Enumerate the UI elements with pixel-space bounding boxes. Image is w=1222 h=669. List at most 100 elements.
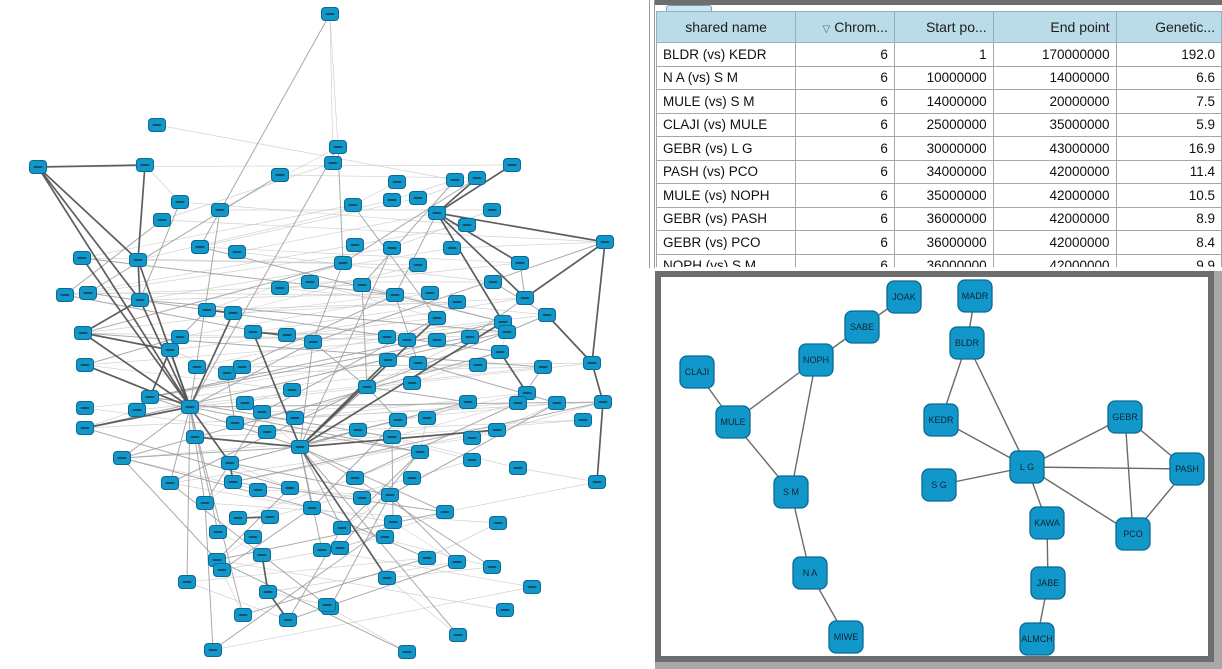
table-cell[interactable]: BLDR (vs) KEDR bbox=[655, 42, 797, 67]
network-node[interactable] bbox=[403, 376, 421, 390]
network-node[interactable] bbox=[191, 240, 209, 254]
network-node[interactable] bbox=[178, 575, 196, 589]
table-cell[interactable]: 25000000 bbox=[893, 112, 994, 137]
network-node[interactable] bbox=[181, 400, 199, 414]
network-node[interactable] bbox=[384, 515, 402, 529]
column-header-3[interactable]: End point bbox=[992, 11, 1117, 43]
network-node[interactable] bbox=[331, 541, 349, 555]
network-node[interactable] bbox=[443, 241, 461, 255]
node-n-a[interactable]: N A bbox=[792, 556, 828, 590]
network-node[interactable] bbox=[459, 395, 477, 409]
network-node[interactable] bbox=[509, 396, 527, 410]
table-row[interactable]: MULE (vs) NOPH 6 35000000 42000000 10.5 bbox=[655, 183, 1222, 208]
network-node[interactable] bbox=[259, 585, 277, 599]
table-cell[interactable]: 43000000 bbox=[992, 136, 1117, 161]
table-cell[interactable]: 6 bbox=[795, 230, 895, 255]
table-cell[interactable]: CLAJI (vs) MULE bbox=[655, 112, 797, 137]
table-cell[interactable]: GEBR (vs) L G bbox=[655, 136, 797, 161]
network-node[interactable] bbox=[461, 330, 479, 344]
network-node[interactable] bbox=[253, 405, 271, 419]
network-node[interactable] bbox=[234, 608, 252, 622]
network-node[interactable] bbox=[76, 401, 94, 415]
network-node[interactable] bbox=[281, 481, 299, 495]
network-node[interactable] bbox=[113, 451, 131, 465]
column-header-4[interactable]: Genetic... bbox=[1115, 11, 1222, 43]
table-cell[interactable]: 6 bbox=[795, 183, 895, 208]
network-node[interactable] bbox=[236, 396, 254, 410]
table-cell[interactable]: 6 bbox=[795, 89, 895, 114]
table-row[interactable]: BLDR (vs) KEDR 6 1 170000000 192.0 bbox=[655, 42, 1222, 67]
node-sabe[interactable]: SABE bbox=[844, 310, 880, 344]
network-node[interactable] bbox=[463, 453, 481, 467]
network-node[interactable] bbox=[409, 191, 427, 205]
network-node[interactable] bbox=[538, 308, 556, 322]
small-network-canvas[interactable]: JOAK MADR SABE BLDR NOPH CLAJI KEDR GEBR MULE L G… bbox=[655, 271, 1214, 662]
network-node[interactable] bbox=[349, 423, 367, 437]
table-cell[interactable]: 20000000 bbox=[992, 89, 1117, 114]
network-node[interactable] bbox=[381, 488, 399, 502]
table-cell[interactable]: 11.4 bbox=[1115, 159, 1222, 184]
network-node[interactable] bbox=[148, 118, 166, 132]
network-node[interactable] bbox=[468, 171, 486, 185]
network-node[interactable] bbox=[141, 390, 159, 404]
network-node[interactable] bbox=[386, 288, 404, 302]
network-node[interactable] bbox=[483, 203, 501, 217]
node-almch[interactable]: ALMCH bbox=[1019, 622, 1055, 656]
table-cell[interactable]: MULE (vs) S M bbox=[655, 89, 797, 114]
table-cell[interactable]: 42000000 bbox=[992, 206, 1117, 231]
network-node[interactable] bbox=[313, 543, 331, 557]
table-cell[interactable]: 5.9 bbox=[1115, 112, 1222, 137]
network-node[interactable] bbox=[329, 140, 347, 154]
node-s-g[interactable]: S G bbox=[921, 468, 957, 502]
table-cell[interactable]: 8.9 bbox=[1115, 206, 1222, 231]
network-node[interactable] bbox=[378, 571, 396, 585]
network-node[interactable] bbox=[409, 258, 427, 272]
network-node[interactable] bbox=[253, 548, 271, 562]
node-gebr[interactable]: GEBR bbox=[1107, 400, 1143, 434]
table-row[interactable]: MULE (vs) S M 6 14000000 20000000 7.5 bbox=[655, 89, 1222, 114]
network-node[interactable] bbox=[73, 251, 91, 265]
network-node[interactable] bbox=[428, 333, 446, 347]
node-l-g[interactable]: L G bbox=[1009, 450, 1045, 484]
network-node[interactable] bbox=[204, 643, 222, 657]
network-node[interactable] bbox=[279, 613, 297, 627]
network-node[interactable] bbox=[244, 530, 262, 544]
network-node[interactable] bbox=[129, 253, 147, 267]
network-node[interactable] bbox=[224, 306, 242, 320]
network-node[interactable] bbox=[463, 431, 481, 445]
node-pash[interactable]: PASH bbox=[1169, 452, 1205, 486]
network-node[interactable] bbox=[596, 235, 614, 249]
table-cell[interactable]: 8.4 bbox=[1115, 230, 1222, 255]
network-node[interactable] bbox=[131, 293, 149, 307]
column-header-1[interactable]: ▽ Chrom... bbox=[795, 11, 895, 43]
network-node[interactable] bbox=[226, 416, 244, 430]
node-madr[interactable]: MADR bbox=[957, 279, 993, 313]
network-node[interactable] bbox=[388, 175, 406, 189]
table-cell[interactable]: 6 bbox=[795, 42, 895, 67]
table-row[interactable]: GEBR (vs) PASH 6 36000000 42000000 8.9 bbox=[655, 206, 1222, 231]
network-node[interactable] bbox=[286, 411, 304, 425]
table-cell[interactable]: 6 bbox=[795, 159, 895, 184]
network-node[interactable] bbox=[588, 475, 606, 489]
network-node[interactable] bbox=[76, 421, 94, 435]
network-node[interactable] bbox=[258, 425, 276, 439]
table-cell[interactable]: 34000000 bbox=[893, 159, 994, 184]
network-node[interactable] bbox=[469, 358, 487, 372]
network-node[interactable] bbox=[383, 430, 401, 444]
node-jabe[interactable]: JABE bbox=[1030, 566, 1066, 600]
table-cell[interactable]: N A (vs) S M bbox=[655, 65, 797, 90]
network-node[interactable] bbox=[153, 213, 171, 227]
network-node[interactable] bbox=[448, 295, 466, 309]
network-node[interactable] bbox=[271, 168, 289, 182]
network-node[interactable] bbox=[421, 286, 439, 300]
edge-l-g-pco[interactable] bbox=[1026, 466, 1134, 535]
table-cell[interactable]: 35000000 bbox=[992, 112, 1117, 137]
network-node[interactable] bbox=[383, 241, 401, 255]
network-node[interactable] bbox=[409, 356, 427, 370]
network-node[interactable] bbox=[171, 330, 189, 344]
network-node[interactable] bbox=[358, 380, 376, 394]
network-node[interactable] bbox=[136, 158, 154, 172]
network-node[interactable] bbox=[229, 511, 247, 525]
table-cell[interactable]: 192.0 bbox=[1115, 42, 1222, 67]
network-node[interactable] bbox=[428, 311, 446, 325]
